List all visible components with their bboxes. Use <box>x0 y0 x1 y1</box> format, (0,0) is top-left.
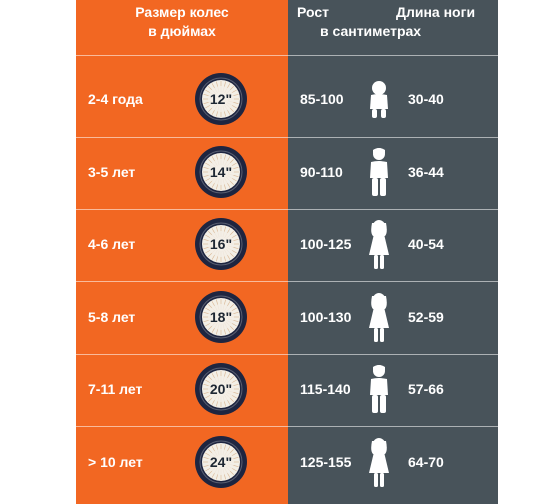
height-range: 125-155 <box>300 453 352 470</box>
age-label: > 10 лет <box>88 453 143 470</box>
wheel-size-panel <box>76 0 288 504</box>
leg-length-range: 40-54 <box>408 236 444 252</box>
wheel-icon: 16" <box>194 217 248 271</box>
row-divider <box>76 281 498 282</box>
wheel-icon: 12" <box>194 72 248 126</box>
leg-length-range: 52-59 <box>408 308 444 325</box>
wheel-size-label: 18" <box>209 308 233 325</box>
body-size-panel <box>288 0 498 504</box>
girl-icon <box>367 219 391 276</box>
size-row: 4-6 лет 16" 100-125 40-54 <box>76 209 498 279</box>
wheel-size-label: 12" <box>209 91 233 107</box>
row-divider <box>76 426 498 427</box>
age-label: 4-6 лет <box>88 236 136 252</box>
size-row: 2-4 года 12" 85-100 30-40 <box>76 64 498 134</box>
wheel-size-label: 14" <box>209 163 233 180</box>
wheel-icon: 14" <box>194 145 248 199</box>
age-label: 3-5 лет <box>88 163 136 180</box>
row-divider <box>76 354 498 355</box>
row-divider <box>76 209 498 210</box>
child-icon <box>367 147 391 204</box>
toddler-icon <box>367 80 391 137</box>
girl-icon <box>367 292 391 349</box>
wheel-size-label: 20" <box>209 381 233 397</box>
wheel-size-header-line1: Размер колес <box>135 4 229 20</box>
size-row: > 10 лет 24" 125-155 64-70 <box>76 427 498 497</box>
wheel-size-header: Размер колес в дюймах <box>76 3 288 41</box>
age-label: 2-4 года <box>88 91 143 107</box>
leg-length-header: Длина ноги <box>396 4 476 20</box>
wheel-icon: 24" <box>194 435 248 489</box>
boy-icon <box>367 364 391 421</box>
girl-icon <box>367 437 391 494</box>
leg-length-range: 64-70 <box>408 453 444 470</box>
age-label: 7-11 лет <box>88 381 143 397</box>
wheel-icon: 20" <box>194 362 248 416</box>
size-row: 7-11 лет 20" 115-140 57-66 <box>76 354 498 424</box>
row-divider <box>76 55 498 56</box>
height-range: 90-110 <box>300 163 343 180</box>
age-label: 5-8 лет <box>88 308 136 325</box>
leg-length-range: 30-40 <box>408 91 444 107</box>
wheel-size-label: 24" <box>209 453 233 470</box>
leg-length-range: 36-44 <box>408 163 444 180</box>
wheel-size-header-line2: в дюймах <box>148 23 216 39</box>
height-header: Рост <box>297 4 329 20</box>
wheel-size-label: 16" <box>209 236 233 252</box>
row-divider <box>76 137 498 138</box>
size-chart-board: Размер колес в дюймах Рост Длина ноги в … <box>76 0 498 504</box>
size-row: 3-5 лет 14" 90-110 36-44 <box>76 137 498 207</box>
height-range: 115-140 <box>300 381 351 397</box>
height-range: 100-130 <box>300 308 352 325</box>
size-row: 5-8 лет 18" 100-130 52-59 <box>76 282 498 352</box>
height-range: 85-100 <box>300 91 344 107</box>
height-range: 100-125 <box>300 236 352 252</box>
leg-length-range: 57-66 <box>408 381 444 397</box>
wheel-icon: 18" <box>194 290 248 344</box>
unit-header: в сантиметрах <box>320 23 422 39</box>
